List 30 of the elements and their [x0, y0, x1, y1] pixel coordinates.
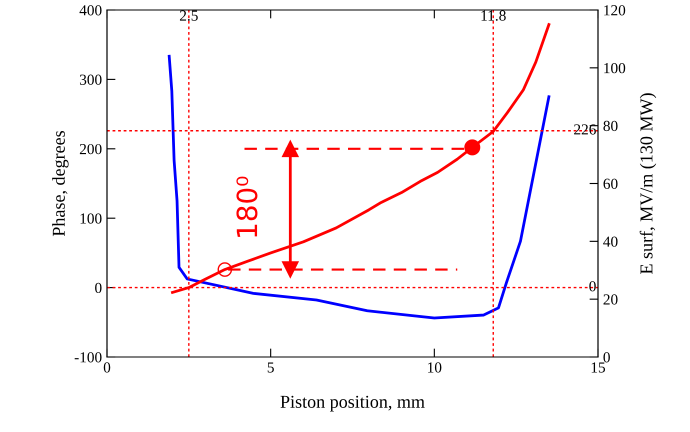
y-tick-label: 400: [80, 5, 102, 16]
point: [464, 139, 480, 156]
point: [218, 262, 232, 277]
y2-axis-title: E surf, MV/m (130 MW): [640, 93, 656, 274]
y-tick-label: 300: [80, 74, 102, 85]
y-tick-label: 100: [80, 213, 102, 224]
y2-tick-label: 120: [604, 5, 626, 16]
line-series: [168, 54, 550, 320]
ref-line-label: 0: [589, 281, 596, 292]
ref-line-label: 226: [574, 124, 596, 135]
ref-line-label: 11.8: [482, 10, 506, 21]
x-tick-label: 15: [592, 362, 606, 373]
y2-tick-label: 20: [604, 294, 618, 305]
point: [282, 261, 299, 278]
y2-tick-label: 100: [604, 62, 626, 74]
x-tick-label: 5: [268, 362, 274, 373]
annotation: 180⁰: [236, 176, 258, 237]
y-tick-label: 200: [80, 144, 102, 154]
y-axis-title: Phase, degrees: [52, 131, 69, 236]
x-axis-title: Piston position, mm: [280, 396, 425, 412]
y2-tick-label: 40: [603, 236, 618, 247]
y2-tick-label: 60: [604, 178, 618, 189]
y-tick-label: 0: [95, 282, 102, 294]
y-tick-label: -100: [74, 352, 102, 362]
x-tick-label: 10: [428, 362, 442, 373]
point: [282, 140, 299, 158]
y2-tick-label: 0: [603, 352, 610, 362]
ref-line-label: 2.5: [180, 10, 198, 21]
x-tick-label: 0: [104, 362, 110, 373]
y2-tick-label: 80: [603, 120, 618, 132]
